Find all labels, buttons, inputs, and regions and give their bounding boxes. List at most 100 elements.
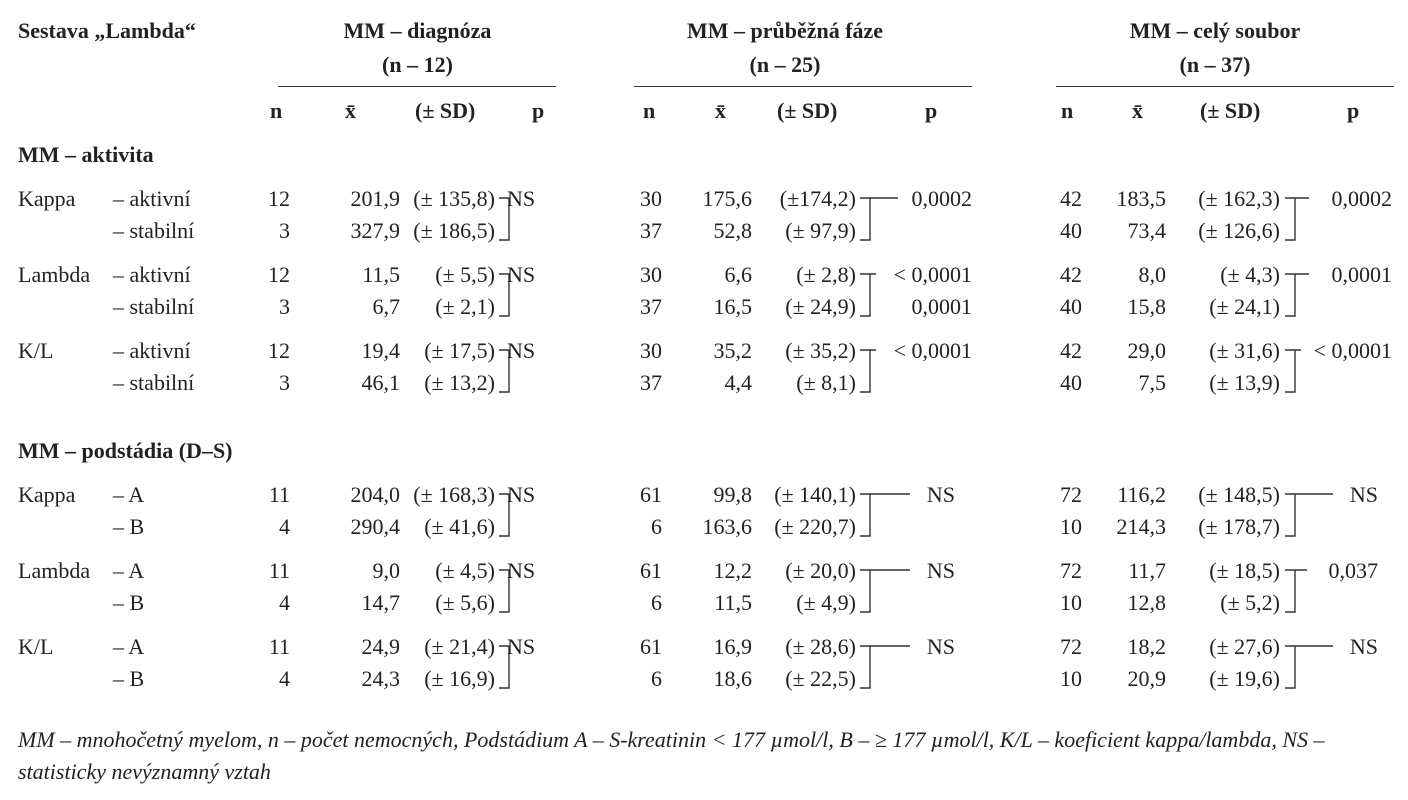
group-prub-n: (n – 25) (749, 52, 821, 77)
p-value: < 0,0001 (1313, 338, 1392, 363)
col-p-prub: p (925, 98, 938, 123)
cell-mean: 20,9 (1127, 666, 1167, 691)
cell-mean: 8,0 (1138, 262, 1167, 287)
p-value: NS (507, 558, 536, 583)
p-value: NS (507, 186, 536, 211)
cell-sd: (± 220,7) (774, 514, 856, 539)
cell-n: 30 (640, 338, 662, 363)
cell-sd: (± 22,5) (785, 666, 856, 691)
cell-sd: (± 24,1) (1209, 294, 1280, 319)
comparison-bracket (499, 349, 510, 393)
group-diag-n: (n – 12) (382, 52, 453, 77)
cell-mean: 6,6 (724, 262, 753, 287)
p-value: NS (926, 634, 955, 659)
cell-sd: (± 4,9) (796, 590, 856, 615)
cell-n: 30 (640, 262, 662, 287)
row-label: – stabilní (113, 370, 195, 395)
p-value: < 0,0001 (893, 262, 972, 287)
cell-sd: (± 4,3) (1220, 262, 1280, 287)
set-label: Sestava „Lambda“ (18, 18, 196, 43)
cell-n: 4 (279, 514, 290, 539)
col-n-cely: n (1061, 98, 1074, 123)
row-label: – aktivní (113, 186, 191, 211)
cell-n: 6 (651, 514, 662, 539)
cell-sd: (± 18,5) (1209, 558, 1280, 583)
cell-sd: (± 2,8) (796, 262, 856, 287)
cell-sd: (± 97,9) (785, 218, 856, 243)
comparison-bracket (860, 197, 898, 241)
col-n-diag: n (270, 98, 283, 123)
cell-n: 37 (640, 370, 662, 395)
cell-n: 40 (1060, 218, 1082, 243)
cell-n: 42 (1060, 186, 1082, 211)
cell-mean: 16,9 (713, 634, 753, 659)
row-label: – stabilní (113, 218, 195, 243)
marker-label: K/L (18, 338, 54, 363)
comparison-bracket (860, 569, 910, 613)
p-value: NS (1349, 482, 1378, 507)
cell-sd: (± 35,2) (785, 338, 856, 363)
p-value: 0,0002 (911, 186, 973, 211)
row-label: – B (113, 514, 145, 539)
cell-mean: 14,7 (361, 590, 401, 615)
group-cely-title: MM – celý soubor (1129, 18, 1301, 43)
cell-sd: (± 16,9) (424, 666, 495, 691)
cell-sd: (± 135,8) (413, 186, 495, 211)
cell-mean: 24,9 (361, 634, 401, 659)
comparison-bracket (1285, 493, 1333, 537)
comparison-bracket (499, 645, 510, 689)
cell-n: 6 (651, 590, 662, 615)
comparison-bracket (1285, 349, 1301, 393)
cell-n: 10 (1060, 590, 1082, 615)
cell-sd: (± 17,5) (424, 338, 495, 363)
cell-sd: (± 28,6) (785, 634, 856, 659)
p-value: NS (507, 262, 536, 287)
cell-n: 40 (1060, 294, 1082, 319)
marker-label: Lambda (18, 558, 91, 583)
p-value: 0,037 (1328, 558, 1379, 583)
cell-mean: 12,2 (713, 558, 753, 583)
p-value: NS (507, 634, 536, 659)
cell-sd: (± 20,0) (785, 558, 856, 583)
cell-sd: (± 27,6) (1209, 634, 1280, 659)
row-label: – A (113, 634, 145, 659)
row-label: – A (113, 482, 145, 507)
row-label: – aktivní (113, 338, 191, 363)
cell-mean: 204,0 (350, 482, 401, 507)
cell-n: 12 (268, 338, 290, 363)
cell-n: 37 (640, 218, 662, 243)
cell-sd: (± 148,5) (1198, 482, 1280, 507)
cell-n: 61 (640, 482, 662, 507)
cell-mean: 24,3 (361, 666, 401, 691)
p-value: NS (926, 482, 955, 507)
cell-sd: (± 5,5) (435, 262, 495, 287)
cell-n: 3 (279, 294, 290, 319)
p-value-extra: 0,0001 (911, 294, 973, 319)
group-cely-n: (n – 37) (1179, 52, 1251, 77)
cell-sd: (± 126,6) (1198, 218, 1280, 243)
cell-sd: (± 186,5) (413, 218, 495, 243)
comparison-bracket (499, 273, 510, 317)
p-value: NS (507, 338, 536, 363)
cell-mean: 18,2 (1127, 634, 1167, 659)
p-value: 0,0002 (1331, 186, 1393, 211)
cell-n: 40 (1060, 370, 1082, 395)
cell-mean: 11,5 (714, 590, 752, 615)
cell-mean: 327,9 (350, 218, 401, 243)
table-footnote: MM – mnohočetný myelom, n – počet nemocn… (18, 727, 1325, 784)
cell-mean: 116,2 (1117, 482, 1166, 507)
cell-n: 42 (1060, 338, 1082, 363)
cell-mean: 4,4 (724, 370, 753, 395)
cell-mean: 6,7 (372, 294, 401, 319)
col-sd-cely: (± SD) (1200, 98, 1261, 123)
cell-n: 3 (279, 370, 290, 395)
cell-n: 11 (268, 558, 290, 583)
cell-n: 10 (1060, 666, 1082, 691)
cell-sd: (± 5,6) (435, 590, 495, 615)
cell-n: 11 (268, 482, 290, 507)
cell-mean: 9,0 (372, 558, 401, 583)
group-cely-rule (1056, 86, 1394, 87)
comparison-bracket (499, 493, 510, 537)
cell-n: 4 (279, 590, 290, 615)
col-n-prub: n (643, 98, 656, 123)
